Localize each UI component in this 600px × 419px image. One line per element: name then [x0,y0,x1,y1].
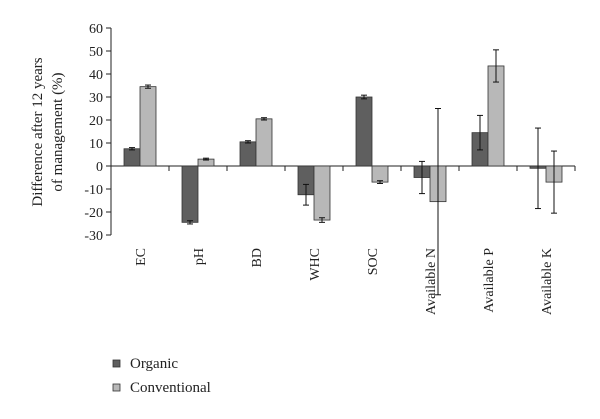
bar-organic-2 [239,141,257,167]
bar-conventional-4 [371,165,389,183]
y-tick-label: 10 [89,137,103,152]
y-axis-label-line-2: of management (%) [50,72,66,191]
y-tick-label: -20 [84,206,103,221]
y-tick-label: -30 [84,229,103,244]
category-label: Available P [482,248,497,313]
y-tick-label: 20 [89,114,103,129]
y-axis-label: Difference after 12 years of management … [30,57,66,206]
category-label: BD [250,248,265,267]
bar-organic-4 [355,96,373,167]
x-axis [110,165,576,171]
y-axis: 60 50 40 30 20 10 0 -10 -20 -30 [84,22,112,244]
bar-conventional-3 [313,165,331,221]
category-label: EC [134,248,149,266]
y-tick-label: 50 [89,45,103,60]
y-tick-label: 0 [96,160,103,175]
category-label: SOC [366,248,381,275]
bar-organic-1 [181,165,199,223]
y-tick-label: 30 [89,91,103,106]
y-tick-label: 60 [89,22,103,37]
bars-group [123,49,563,296]
category-label: pH [192,248,207,265]
bar-conventional-2 [255,118,273,167]
category-label: Available N [424,248,439,315]
y-tick-label: 40 [89,68,103,83]
legend-label-organic: Organic [130,356,178,372]
legend-swatch-organic [112,359,121,368]
category-labels: EC pH BD WHC SOC Available N Available P Availa… [134,248,555,315]
legend-label-conventional: Conventional [130,380,211,396]
legend-swatch-conventional [112,383,121,392]
legend: Organic Conventional [112,356,211,396]
y-axis-label-line-1: Difference after 12 years [30,57,46,206]
category-label: WHC [308,248,323,281]
bar-organic-0 [123,148,141,167]
y-tick-label: -10 [84,183,103,198]
bar-conventional-0 [139,86,157,167]
category-label: Available K [540,248,555,315]
